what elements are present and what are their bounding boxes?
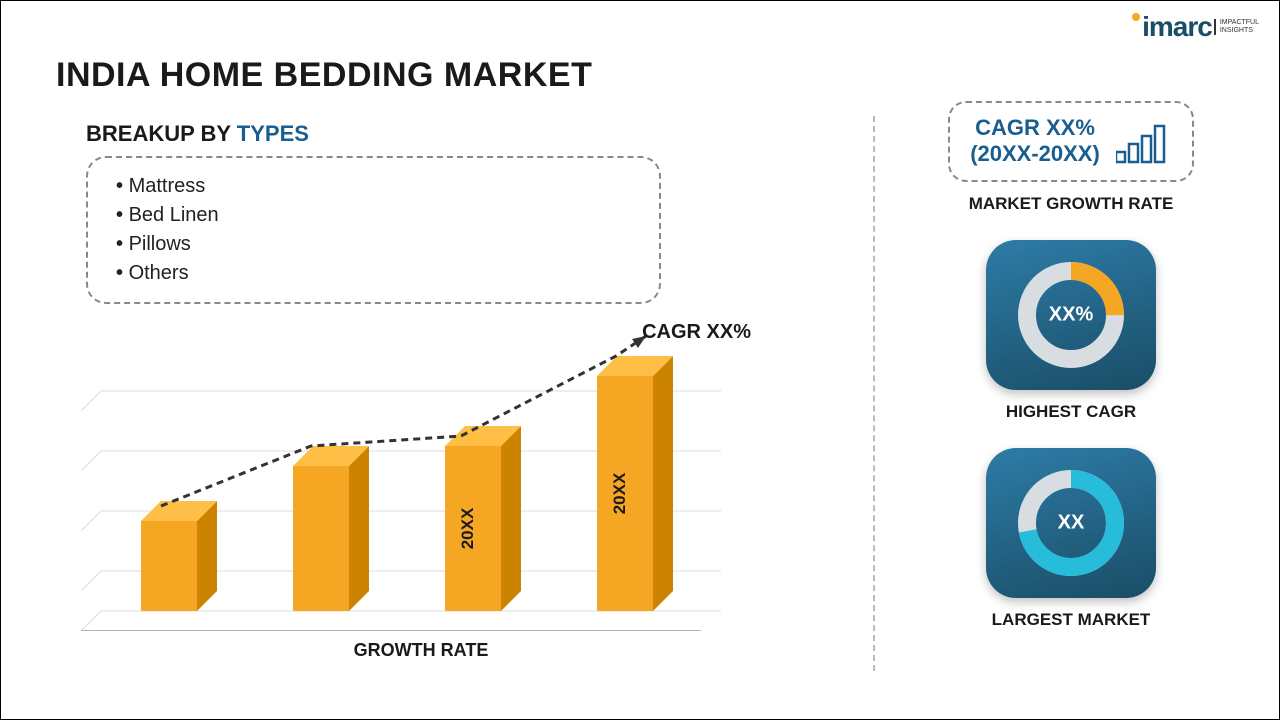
types-item: Bed Linen xyxy=(116,201,631,230)
page-title: INDIA HOME BEDDING MARKET xyxy=(56,56,592,95)
donut-center-value: XX% xyxy=(1049,303,1093,326)
stat-label-cagr: HIGHEST CAGR xyxy=(1006,402,1136,422)
stat-label-growth: MARKET GROWTH RATE xyxy=(969,194,1174,214)
stats-sidebar: CAGR XX% (20XX-20XX) MARKET GROWTH RATE … xyxy=(906,101,1236,630)
logo-dot-icon xyxy=(1132,13,1140,21)
vertical-divider xyxy=(873,116,875,671)
cagr-summary-box: CAGR XX% (20XX-20XX) xyxy=(948,101,1194,182)
logo-text: imarc xyxy=(1142,11,1212,43)
donut-chart-cagr: XX% xyxy=(1011,255,1131,375)
types-list-box: Mattress Bed Linen Pillows Others xyxy=(86,156,661,304)
types-item: Others xyxy=(116,259,631,288)
highest-cagr-tile: XX% xyxy=(986,240,1156,390)
brand-logo: imarc IMPACTFUL INSIGHTS xyxy=(1132,11,1259,43)
types-list: Mattress Bed Linen Pillows Others xyxy=(116,172,631,288)
cagr-summary-text: CAGR XX% (20XX-20XX) xyxy=(970,115,1100,168)
types-item: Mattress xyxy=(116,172,631,201)
chart-svg: 20XX 20XX xyxy=(81,321,761,631)
svg-text:20XX: 20XX xyxy=(458,507,477,549)
logo-tagline: IMPACTFUL INSIGHTS xyxy=(1214,19,1259,34)
donut-chart-market: XX xyxy=(1011,463,1131,583)
x-axis-label: GROWTH RATE xyxy=(81,640,761,661)
stat-label-market: LARGEST MARKET xyxy=(992,610,1151,630)
donut-center-value: XX xyxy=(1058,511,1085,534)
cagr-annotation: CAGR XX% xyxy=(642,321,751,344)
types-item: Pillows xyxy=(116,230,631,259)
breakup-heading: BREAKUP BY TYPES xyxy=(86,121,309,147)
growth-bar-chart: CAGR XX% 20XX 20XX GROWTH RATE xyxy=(81,321,761,661)
svg-text:20XX: 20XX xyxy=(610,472,629,514)
largest-market-tile: XX xyxy=(986,448,1156,598)
mini-bar-chart-icon xyxy=(1116,116,1172,166)
